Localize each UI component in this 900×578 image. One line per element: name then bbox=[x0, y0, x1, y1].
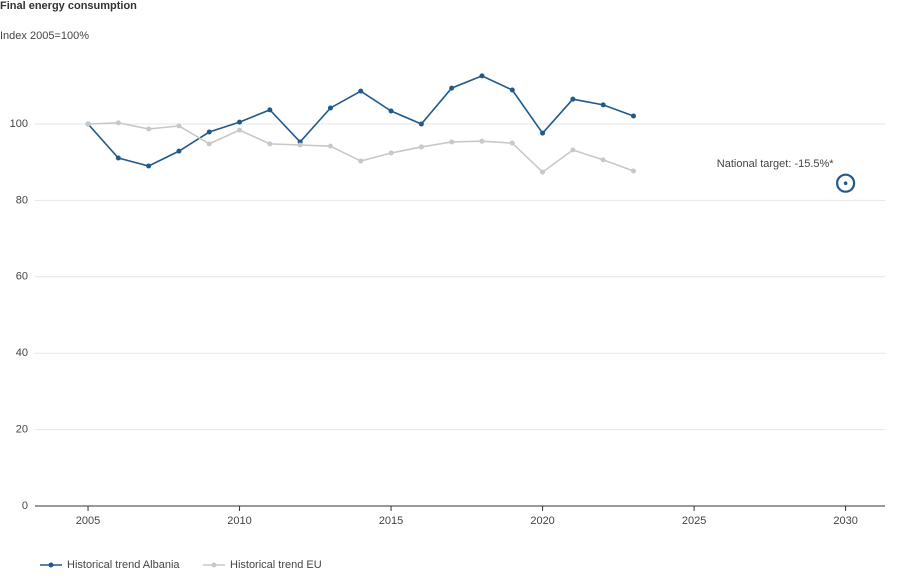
point bbox=[358, 158, 364, 164]
point bbox=[570, 96, 576, 102]
point bbox=[509, 140, 515, 146]
point bbox=[388, 108, 394, 114]
y-tick-label: 20 bbox=[16, 424, 28, 436]
point bbox=[630, 113, 636, 119]
point bbox=[115, 120, 121, 126]
target-annotation: National target: -15.5%* bbox=[717, 158, 835, 170]
point bbox=[600, 157, 606, 163]
x-tick-label: 2025 bbox=[682, 515, 706, 527]
y-tick-label: 40 bbox=[16, 347, 28, 359]
point bbox=[176, 148, 182, 154]
y-tick-label: 80 bbox=[16, 194, 28, 206]
point bbox=[146, 163, 152, 169]
point bbox=[327, 143, 333, 149]
point bbox=[146, 126, 152, 132]
legend-marker bbox=[211, 562, 217, 568]
chart-subtitle: Index 2005=100% bbox=[0, 30, 89, 42]
point bbox=[479, 138, 485, 144]
series-line bbox=[88, 122, 634, 174]
point bbox=[509, 87, 515, 93]
point bbox=[540, 130, 546, 136]
legend-label: Historical trend Albania bbox=[67, 559, 180, 571]
y-tick-label: 100 bbox=[10, 118, 28, 130]
point bbox=[115, 155, 121, 161]
point bbox=[206, 129, 212, 135]
x-tick-label: 2020 bbox=[530, 515, 554, 527]
x-tick-label: 2005 bbox=[76, 515, 100, 527]
point bbox=[85, 121, 91, 127]
point bbox=[358, 88, 364, 94]
point bbox=[297, 142, 303, 148]
point bbox=[267, 107, 273, 113]
point bbox=[327, 105, 333, 111]
point bbox=[206, 141, 212, 147]
x-tick-label: 2015 bbox=[379, 515, 403, 527]
point bbox=[418, 144, 424, 150]
point bbox=[630, 168, 636, 174]
point bbox=[540, 169, 546, 175]
legend-marker bbox=[48, 562, 54, 568]
y-tick-label: 60 bbox=[16, 271, 28, 283]
chart-title: Final energy consumption bbox=[0, 0, 137, 12]
point bbox=[388, 150, 394, 156]
target-ring bbox=[836, 173, 856, 193]
point bbox=[479, 73, 485, 79]
point bbox=[449, 85, 455, 91]
point bbox=[237, 127, 243, 133]
y-tick-label: 0 bbox=[22, 500, 28, 512]
point bbox=[600, 102, 606, 108]
point bbox=[267, 141, 273, 147]
legend-label: Historical trend EU bbox=[230, 559, 322, 571]
point bbox=[570, 147, 576, 153]
target-dot bbox=[843, 181, 848, 186]
x-tick-label: 2010 bbox=[227, 515, 251, 527]
point bbox=[237, 119, 243, 125]
x-tick-label: 2030 bbox=[833, 515, 857, 527]
point bbox=[449, 139, 455, 145]
point bbox=[418, 121, 424, 127]
point bbox=[176, 123, 182, 129]
